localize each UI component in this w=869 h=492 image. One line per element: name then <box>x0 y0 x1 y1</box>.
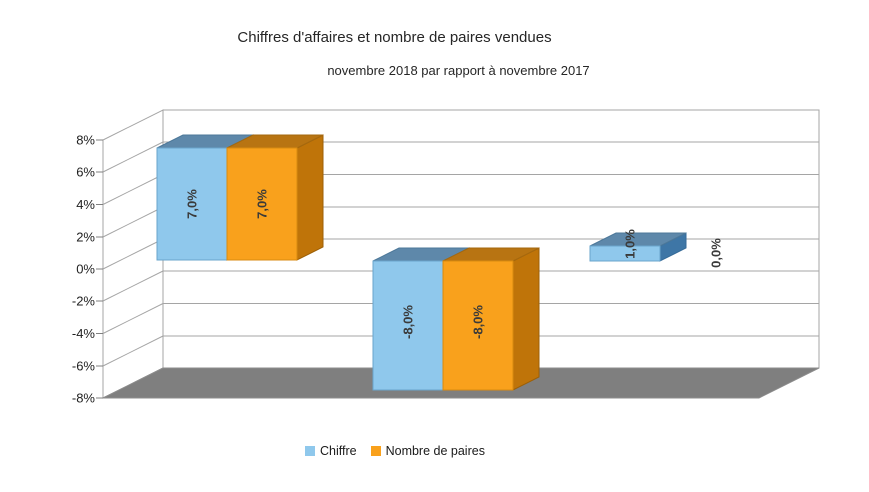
chart-subtitle: novembre 2018 par rapport à novembre 201… <box>327 63 590 78</box>
bar-side-face <box>512 247 540 391</box>
bar-label-nombre-cat1: 7,0% <box>255 189 270 219</box>
bar-nombre-cat1 <box>226 134 324 261</box>
legend-swatch-nombre <box>370 446 381 456</box>
bar-front-face <box>372 260 444 391</box>
legend-item-chiffre: Chiffre <box>305 444 357 458</box>
y-axis-tick-label: -2% <box>72 294 96 309</box>
bar-label-chiffre-cat2: -8,0% <box>401 305 416 339</box>
data-labels: 7,0% 7,0% -8,0% -8,0% 1,0% 0,0% <box>185 189 724 339</box>
y-axis-tick-label: -4% <box>72 326 96 341</box>
bar-nombre-cat2 <box>442 247 540 391</box>
y-axis-tick-label: 6% <box>76 165 95 180</box>
bar-chiffre-cat3 <box>589 232 687 262</box>
y-axis-tick-label: 2% <box>76 230 95 245</box>
bar-label-chiffre-cat1: 7,0% <box>185 189 200 219</box>
legend: Chiffre Nombre de paires <box>305 444 485 458</box>
bar-front-face <box>226 147 298 261</box>
y-axis-labels: 8% 6% 4% 2% 0% -2% -4% -6% -8% <box>72 133 96 406</box>
bar-front-face <box>589 245 661 262</box>
legend-label-chiffre: Chiffre <box>320 444 357 458</box>
bar-label-nombre-cat3: 0,0% <box>709 238 724 268</box>
y-axis-ticks <box>96 139 103 399</box>
bar-label-nombre-cat2: -8,0% <box>471 305 486 339</box>
gridlines-side <box>102 141 164 367</box>
y-axis-tick-label: 4% <box>76 197 95 212</box>
y-axis-tick-label: 0% <box>76 262 95 277</box>
y-axis-tick-label: -8% <box>72 391 96 406</box>
y-axis-tick-label: 8% <box>76 133 95 148</box>
bar-front-face <box>442 260 514 391</box>
bar-side-face <box>296 134 324 261</box>
y-axis-tick-label: -6% <box>72 359 96 374</box>
legend-label-nombre: Nombre de paires <box>385 444 485 458</box>
chart-title: Chiffres d'affaires et nombre de paires … <box>237 29 552 46</box>
legend-item-nombre: Nombre de paires <box>370 444 485 458</box>
bar-label-chiffre-cat3: 1,0% <box>623 229 638 259</box>
legend-swatch-chiffre <box>305 446 315 456</box>
